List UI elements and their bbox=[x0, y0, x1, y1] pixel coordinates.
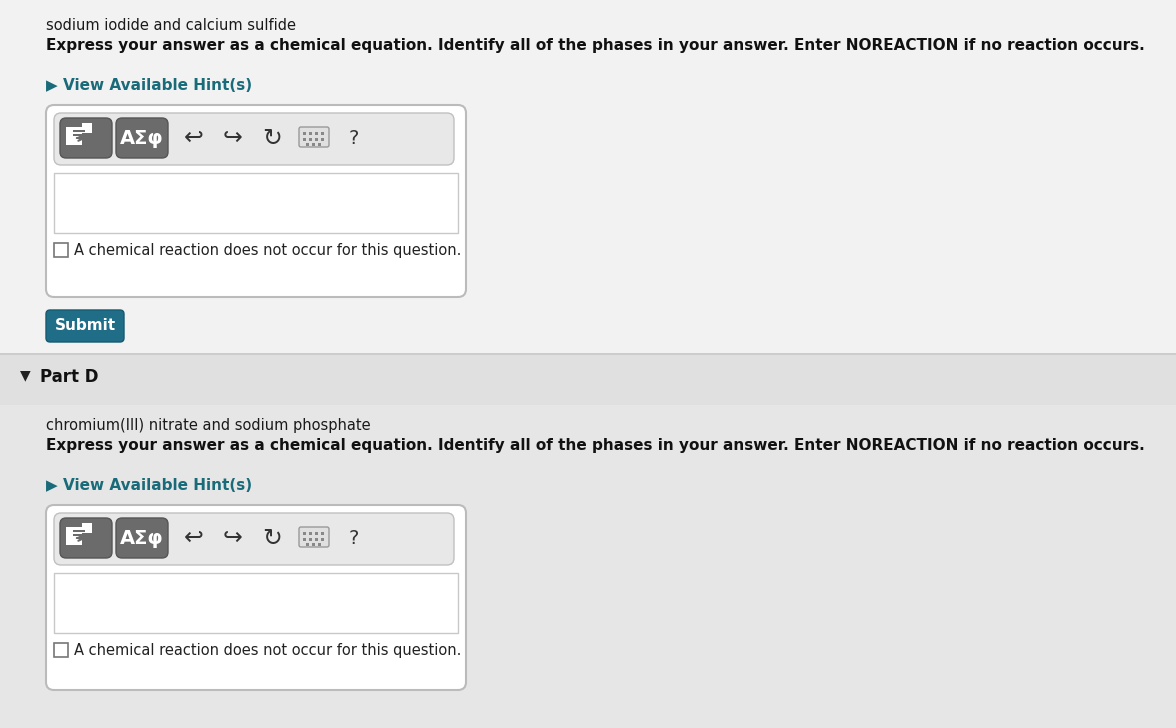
Bar bbox=[82, 523, 92, 533]
Text: ▼: ▼ bbox=[20, 368, 31, 382]
Text: A chemical reaction does not occur for this question.: A chemical reaction does not occur for t… bbox=[74, 243, 461, 258]
Bar bbox=[318, 543, 321, 546]
Text: AΣφ: AΣφ bbox=[120, 129, 163, 148]
Bar bbox=[0, 355, 1176, 728]
Text: ↻: ↻ bbox=[262, 126, 282, 150]
Bar bbox=[82, 123, 92, 133]
Bar bbox=[303, 138, 306, 141]
Bar bbox=[54, 243, 68, 257]
Bar bbox=[321, 532, 325, 535]
Bar bbox=[54, 643, 68, 657]
Bar bbox=[315, 132, 318, 135]
Bar bbox=[303, 538, 306, 541]
Bar bbox=[309, 132, 312, 135]
Text: Submit: Submit bbox=[54, 319, 115, 333]
Bar bbox=[54, 573, 457, 633]
FancyBboxPatch shape bbox=[60, 518, 112, 558]
Bar bbox=[312, 543, 315, 546]
FancyBboxPatch shape bbox=[116, 518, 168, 558]
FancyBboxPatch shape bbox=[46, 105, 466, 297]
Bar bbox=[318, 143, 321, 146]
Bar bbox=[73, 530, 85, 532]
FancyBboxPatch shape bbox=[60, 118, 112, 158]
Bar bbox=[321, 138, 325, 141]
Text: sodium iodide and calcium sulfide: sodium iodide and calcium sulfide bbox=[46, 18, 296, 33]
Bar bbox=[66, 127, 82, 145]
Bar bbox=[309, 532, 312, 535]
Bar bbox=[309, 138, 312, 141]
FancyBboxPatch shape bbox=[54, 513, 454, 565]
Text: ▶ View Available Hint(s): ▶ View Available Hint(s) bbox=[46, 478, 252, 493]
Bar bbox=[66, 527, 82, 545]
Text: Express your answer as a chemical equation. Identify all of the phases in your a: Express your answer as a chemical equati… bbox=[46, 38, 1144, 53]
Bar bbox=[306, 543, 309, 546]
Text: A chemical reaction does not occur for this question.: A chemical reaction does not occur for t… bbox=[74, 643, 461, 658]
Text: ↪: ↪ bbox=[222, 526, 242, 550]
Bar bbox=[321, 132, 325, 135]
Bar bbox=[315, 532, 318, 535]
Bar bbox=[306, 143, 309, 146]
Bar bbox=[73, 534, 85, 536]
Bar bbox=[303, 532, 306, 535]
FancyBboxPatch shape bbox=[299, 127, 329, 147]
FancyBboxPatch shape bbox=[116, 118, 168, 158]
Text: Express your answer as a chemical equation. Identify all of the phases in your a: Express your answer as a chemical equati… bbox=[46, 438, 1144, 453]
Text: ↪: ↪ bbox=[222, 126, 242, 150]
Text: ?: ? bbox=[349, 129, 359, 148]
Bar bbox=[0, 0, 1176, 355]
FancyBboxPatch shape bbox=[46, 505, 466, 690]
Bar bbox=[315, 538, 318, 541]
FancyBboxPatch shape bbox=[299, 527, 329, 547]
FancyBboxPatch shape bbox=[46, 310, 123, 342]
Bar bbox=[303, 132, 306, 135]
Bar bbox=[309, 538, 312, 541]
Bar bbox=[73, 134, 85, 136]
Bar bbox=[54, 173, 457, 233]
Bar bbox=[0, 353, 1176, 355]
Text: ↩: ↩ bbox=[185, 526, 203, 550]
Bar bbox=[315, 138, 318, 141]
Text: ▶ View Available Hint(s): ▶ View Available Hint(s) bbox=[46, 78, 252, 93]
Text: ↻: ↻ bbox=[262, 526, 282, 550]
Bar bbox=[73, 130, 85, 132]
Bar bbox=[0, 355, 1176, 405]
Text: ?: ? bbox=[349, 529, 359, 547]
Bar bbox=[312, 143, 315, 146]
Text: Part D: Part D bbox=[40, 368, 99, 386]
Text: ↩: ↩ bbox=[185, 126, 203, 150]
FancyBboxPatch shape bbox=[54, 113, 454, 165]
Text: chromium(III) nitrate and sodium phosphate: chromium(III) nitrate and sodium phospha… bbox=[46, 418, 370, 433]
Text: AΣφ: AΣφ bbox=[120, 529, 163, 547]
Bar bbox=[321, 538, 325, 541]
